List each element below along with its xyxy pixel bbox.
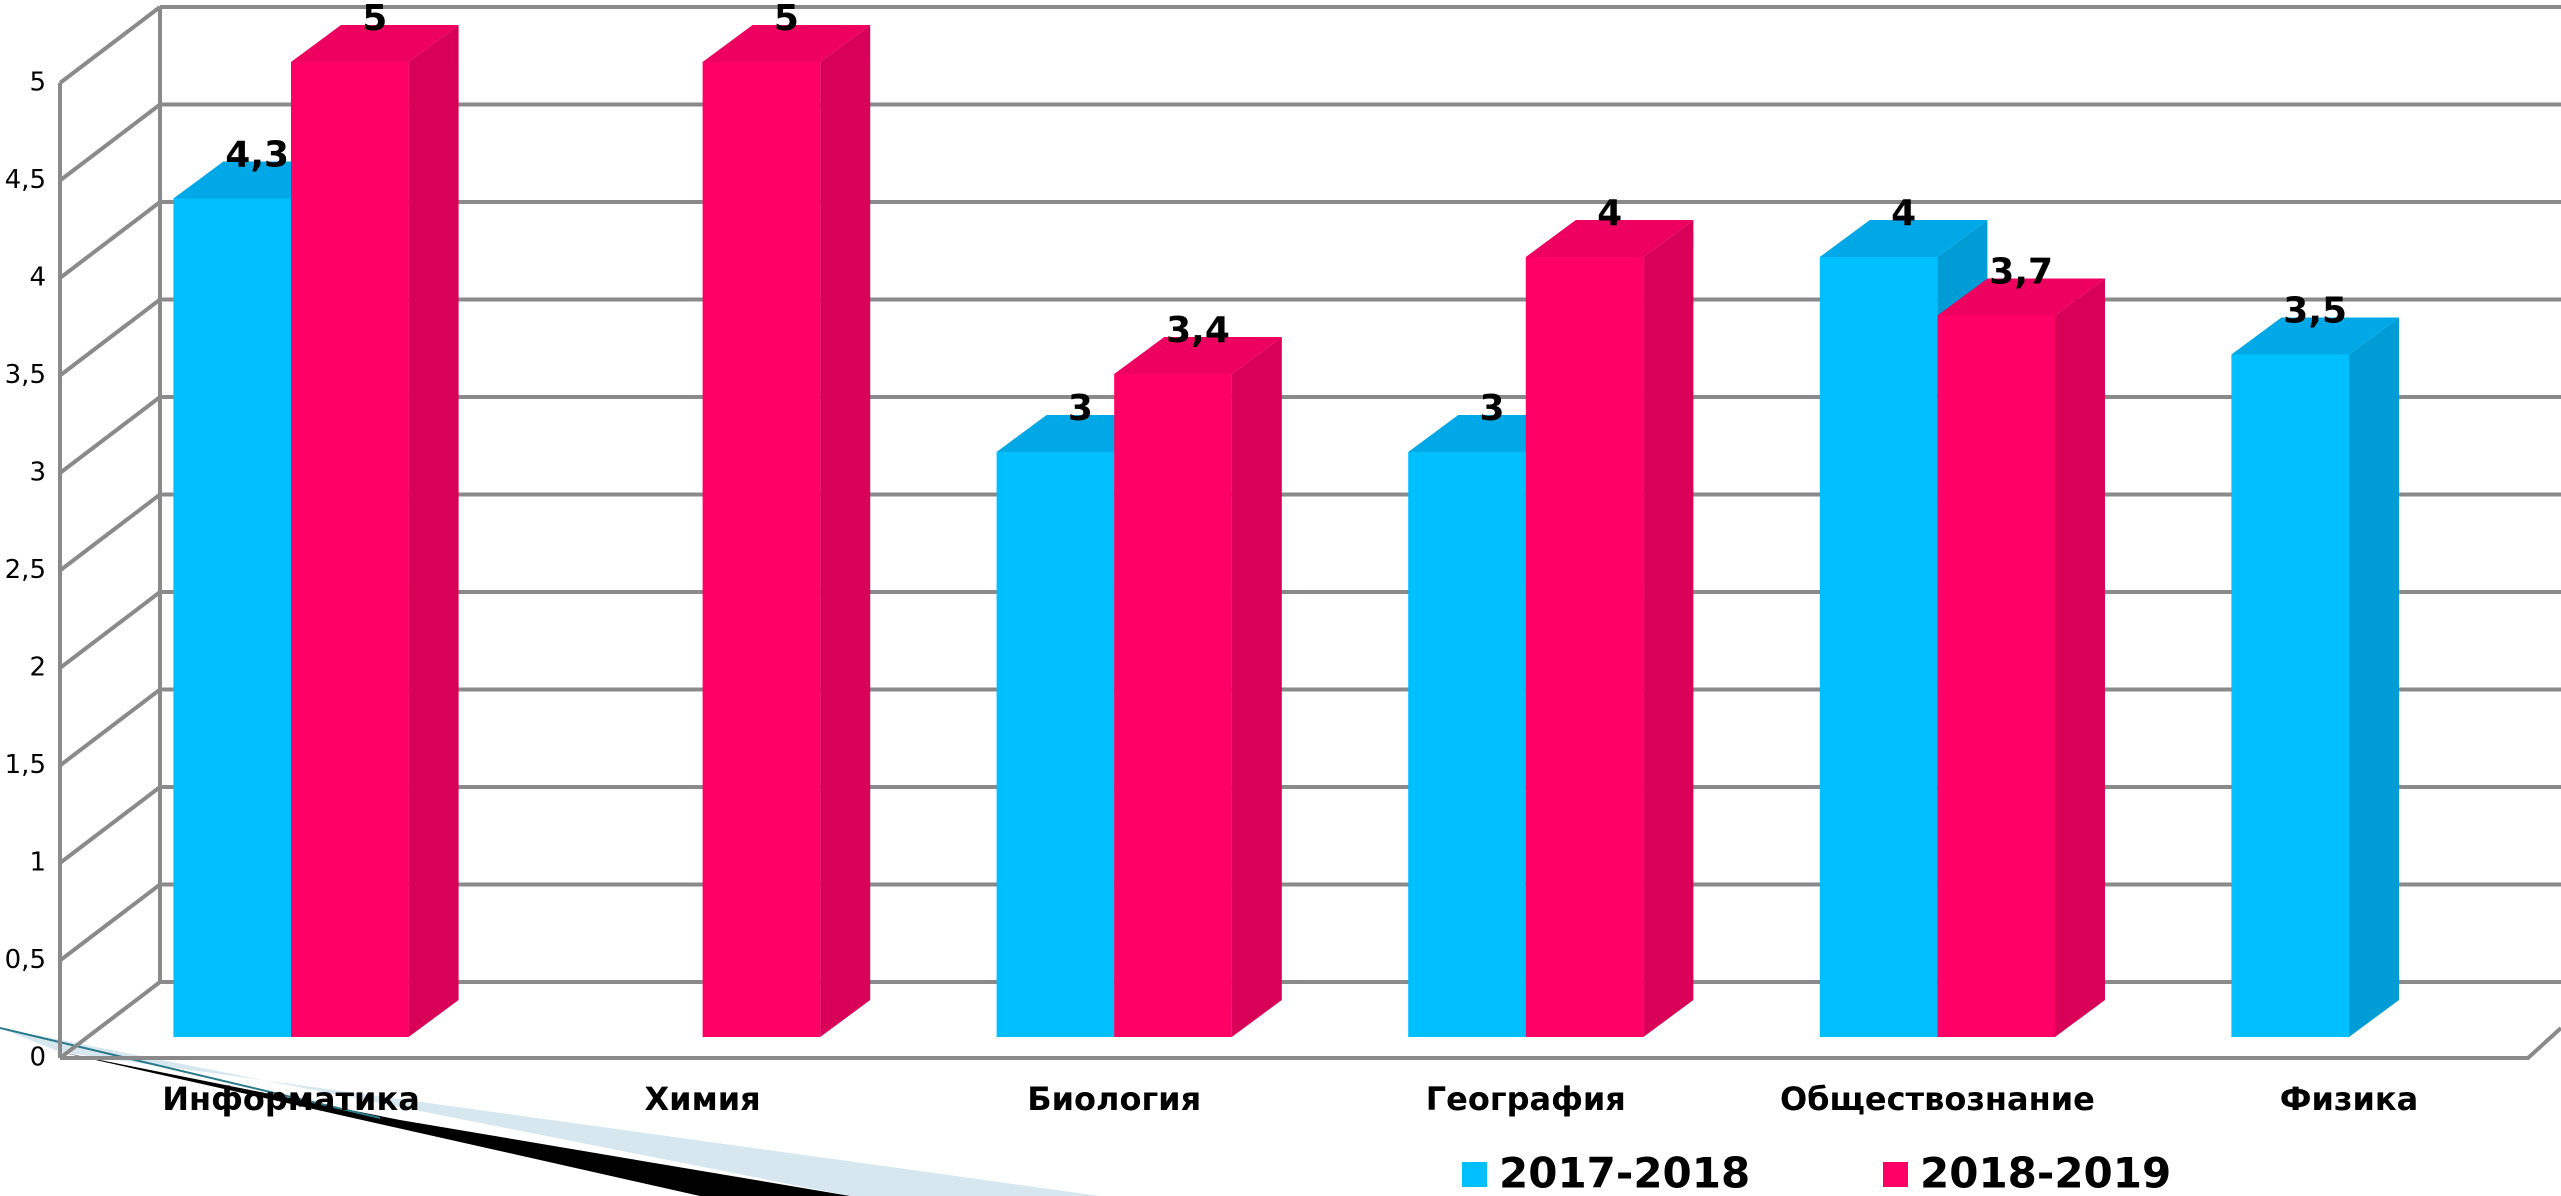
grid-line <box>58 980 162 1060</box>
bar-top <box>1937 278 2105 316</box>
y-tick-label: 3 <box>29 458 46 488</box>
grid-line <box>58 492 162 573</box>
bar <box>291 62 409 1037</box>
grid-line <box>58 882 162 963</box>
bar-top <box>291 25 459 62</box>
x-tick-label: Физика <box>2280 1080 2418 1118</box>
data-label: 5 <box>774 0 799 39</box>
y-tick-label: 4,5 <box>5 165 46 195</box>
bar-top <box>1114 337 1282 374</box>
y-tick-label: 3,5 <box>5 360 46 390</box>
decoration <box>0 1027 381 1119</box>
y-tick-label: 0,5 <box>5 945 46 975</box>
y-tick-label: 4 <box>29 263 46 293</box>
floor-edge <box>60 1026 2561 1060</box>
legend-label: 2018-2019 <box>1920 1149 2171 1196</box>
bar-top <box>1525 220 1694 257</box>
y-tick-label: 2 <box>29 653 46 683</box>
data-label: 4,3 <box>225 135 289 176</box>
bar-side <box>408 25 459 1037</box>
legend-swatch <box>1883 1162 1908 1187</box>
y-tick-label: 5 <box>29 68 46 98</box>
grid-line <box>58 590 162 670</box>
bar-top <box>702 25 871 62</box>
legend-swatch <box>1462 1162 1487 1187</box>
x-tick-label: Информатика <box>162 1080 420 1118</box>
bar-top <box>2231 317 2399 355</box>
decoration <box>60 1052 850 1196</box>
bar-side <box>2055 278 2105 1037</box>
bar <box>1819 257 1938 1037</box>
data-label: 3,7 <box>1989 252 2053 293</box>
data-label: 3 <box>1068 388 1093 429</box>
bar <box>173 198 291 1037</box>
y-tick-label: 1,5 <box>5 750 46 780</box>
grid-line <box>58 687 162 768</box>
bar <box>1408 452 1526 1037</box>
x-tick-label: Обществознание <box>1780 1080 2095 1118</box>
bar-side <box>2349 317 2399 1037</box>
legend-label: 2017-2018 <box>1499 1149 1750 1196</box>
x-tick-label: География <box>1426 1080 1626 1118</box>
bar <box>996 452 1115 1037</box>
bar <box>702 62 821 1037</box>
bar-top <box>1819 220 1988 257</box>
bar <box>1114 374 1232 1037</box>
bar <box>2231 354 2349 1037</box>
grid-line <box>58 5 162 85</box>
data-label: 5 <box>362 0 387 39</box>
grid-line <box>58 102 162 183</box>
y-tick-label: 2,5 <box>5 555 46 585</box>
grid-line <box>58 297 162 378</box>
x-tick-label: Биология <box>1027 1080 1201 1118</box>
x-tick-label: Химия <box>644 1080 760 1118</box>
y-tick-label: 0 <box>29 1043 46 1073</box>
grid-line <box>58 200 162 280</box>
data-label: 4 <box>1891 193 1916 234</box>
data-label: 3 <box>1479 388 1504 429</box>
data-label: 3,4 <box>1166 310 1230 351</box>
bar-side <box>820 25 871 1037</box>
grid-line <box>58 395 162 475</box>
grid-line <box>58 785 162 865</box>
bar-side <box>1231 337 1282 1037</box>
bar-side <box>1643 220 1694 1037</box>
data-label: 3,5 <box>2283 291 2347 332</box>
y-tick-label: 1 <box>29 848 46 878</box>
bar <box>1937 315 2055 1037</box>
data-label: 4 <box>1597 193 1622 234</box>
bar <box>1525 257 1644 1037</box>
